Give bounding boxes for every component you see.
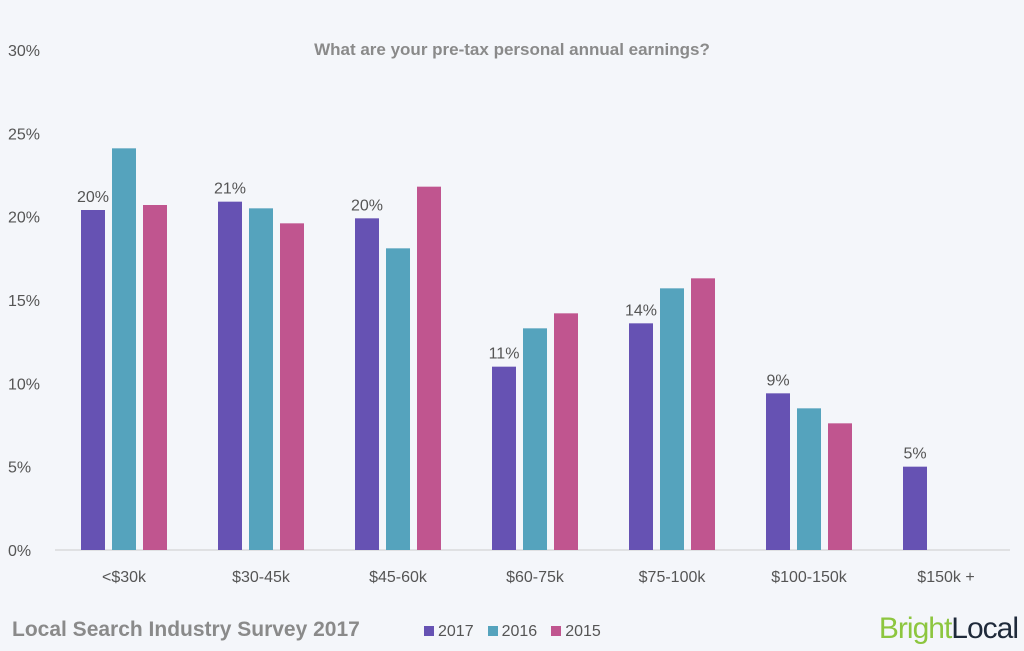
chart-title: What are your pre-tax personal annual ea… xyxy=(314,40,710,59)
bar-2017 xyxy=(355,218,379,551)
data-label: 21% xyxy=(214,181,246,198)
x-tick-label: $150k + xyxy=(917,569,974,586)
bar-2015 xyxy=(143,205,167,550)
x-tick-label: $45-60k xyxy=(369,569,428,586)
bar-2015 xyxy=(691,278,715,550)
y-tick-label: 5% xyxy=(8,460,31,477)
bar-2017 xyxy=(81,210,105,550)
x-tick-label: $75-100k xyxy=(639,569,707,586)
brightlocal-logo: BrightLocal xyxy=(878,612,1019,646)
bar-2017 xyxy=(629,323,653,550)
y-tick-label: 15% xyxy=(8,293,40,310)
bar-2016 xyxy=(112,148,136,551)
data-label: 20% xyxy=(77,189,109,206)
survey-title: Local Search Industry Survey 2017 xyxy=(12,618,360,641)
y-tick-label: 30% xyxy=(8,43,40,60)
bar-2016 xyxy=(523,328,547,550)
bar-2017 xyxy=(766,393,790,550)
y-tick-label: 25% xyxy=(8,126,40,143)
y-tick-label: 20% xyxy=(8,210,40,227)
bar-2017 xyxy=(903,466,927,550)
x-tick-label: $60-75k xyxy=(506,569,565,586)
data-label: 5% xyxy=(903,446,926,463)
x-tick-label: $30-45k xyxy=(232,569,291,586)
legend-label: 2017 xyxy=(438,623,474,640)
bar-2015 xyxy=(828,423,852,550)
data-label: 20% xyxy=(351,197,383,214)
legend-item-2017: 2017 xyxy=(424,623,474,641)
legend-label: 2016 xyxy=(501,623,538,640)
data-label: 11% xyxy=(489,346,520,363)
logo-local: Local xyxy=(951,612,1019,645)
x-tick-label: <$30k xyxy=(102,569,147,586)
bar-2016 xyxy=(660,288,684,550)
legend-swatch xyxy=(551,626,562,636)
logo-bright: Bright xyxy=(878,612,952,645)
legend-item-2015: 2015 xyxy=(551,623,601,641)
bar-2015 xyxy=(280,223,304,551)
bar-2016 xyxy=(249,208,273,551)
bar-2017 xyxy=(492,366,516,550)
legend: 2017 2016 2015 xyxy=(424,623,601,641)
legend-swatch xyxy=(487,626,498,636)
x-tick-label: $100-150k xyxy=(771,569,848,586)
bar-chart: What are your pre-tax personal annual ea… xyxy=(8,40,1010,586)
legend-label: 2015 xyxy=(565,623,601,640)
y-tick-label: 0% xyxy=(8,543,31,560)
data-label: 14% xyxy=(625,302,657,319)
bar-2016 xyxy=(797,408,821,550)
bar-2015 xyxy=(417,186,441,550)
legend-swatch xyxy=(424,626,434,636)
legend-item-2016: 2016 xyxy=(487,623,538,641)
y-tick-label: 10% xyxy=(8,376,40,393)
bar-2016 xyxy=(386,248,410,551)
bar-2017 xyxy=(218,201,242,550)
bar-2015 xyxy=(554,313,578,550)
data-label: 9% xyxy=(766,372,789,389)
